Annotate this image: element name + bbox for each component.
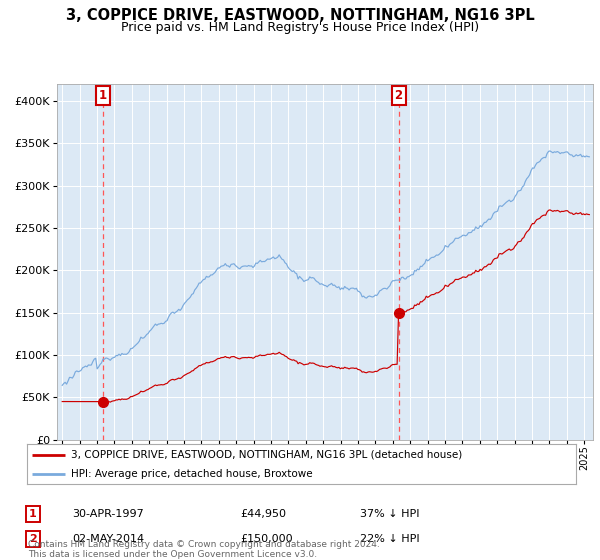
Text: 3, COPPICE DRIVE, EASTWOOD, NOTTINGHAM, NG16 3PL (detached house): 3, COPPICE DRIVE, EASTWOOD, NOTTINGHAM, … [71,450,462,460]
Text: 1: 1 [29,509,37,519]
Text: 1: 1 [98,90,107,102]
Text: £150,000: £150,000 [240,534,293,544]
Text: 2: 2 [29,534,37,544]
Text: 3, COPPICE DRIVE, EASTWOOD, NOTTINGHAM, NG16 3PL: 3, COPPICE DRIVE, EASTWOOD, NOTTINGHAM, … [65,8,535,24]
Text: HPI: Average price, detached house, Broxtowe: HPI: Average price, detached house, Brox… [71,469,313,479]
Text: 22% ↓ HPI: 22% ↓ HPI [360,534,419,544]
Text: 2: 2 [395,90,403,102]
Text: £44,950: £44,950 [240,509,286,519]
Text: Price paid vs. HM Land Registry's House Price Index (HPI): Price paid vs. HM Land Registry's House … [121,21,479,34]
Text: 02-MAY-2014: 02-MAY-2014 [72,534,144,544]
Text: 30-APR-1997: 30-APR-1997 [72,509,144,519]
Text: Contains HM Land Registry data © Crown copyright and database right 2024.
This d: Contains HM Land Registry data © Crown c… [28,540,380,559]
Text: 37% ↓ HPI: 37% ↓ HPI [360,509,419,519]
